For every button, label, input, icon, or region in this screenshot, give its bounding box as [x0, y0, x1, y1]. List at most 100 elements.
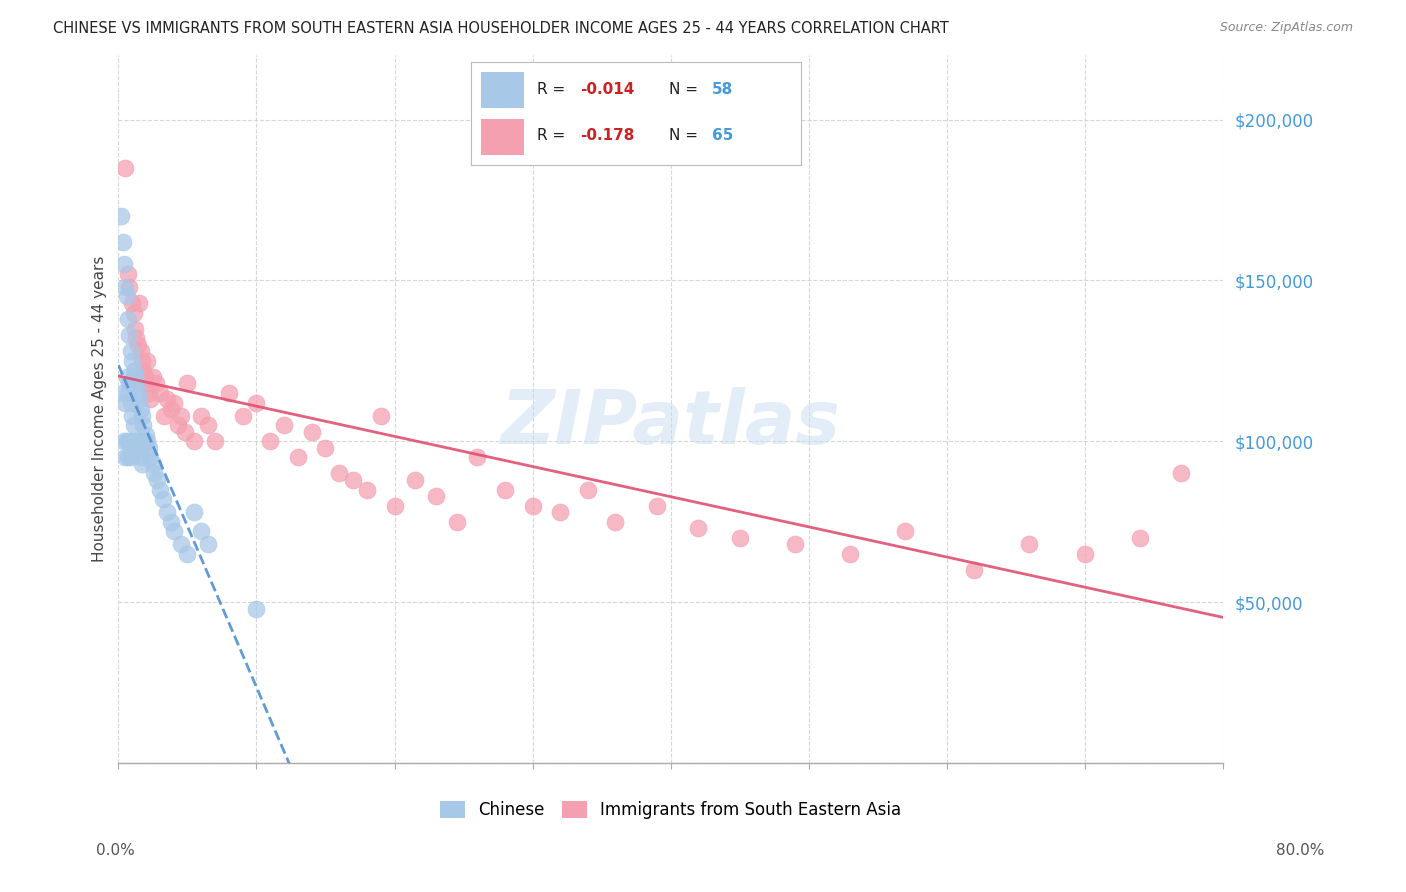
- Text: -0.178: -0.178: [581, 128, 634, 144]
- Y-axis label: Householder Income Ages 25 - 44 years: Householder Income Ages 25 - 44 years: [93, 256, 107, 562]
- Point: [142, 370, 165, 384]
- Point: [124, 321, 146, 335]
- Point: [127, 338, 149, 352]
- Point: [548, 505, 571, 519]
- Point: [839, 547, 862, 561]
- Text: N =: N =: [669, 82, 703, 97]
- Point: [315, 441, 337, 455]
- Point: [287, 450, 309, 465]
- Text: Source: ZipAtlas.com: Source: ZipAtlas.com: [1219, 21, 1353, 34]
- Point: [153, 409, 176, 423]
- Point: [134, 370, 156, 384]
- Text: 58: 58: [713, 82, 734, 97]
- Point: [132, 418, 155, 433]
- Point: [136, 434, 159, 449]
- Point: [494, 483, 516, 497]
- Point: [121, 409, 143, 423]
- Point: [146, 473, 169, 487]
- Point: [114, 395, 136, 409]
- Text: 65: 65: [713, 128, 734, 144]
- Point: [197, 537, 219, 551]
- Point: [131, 354, 153, 368]
- Point: [190, 409, 212, 423]
- Point: [1170, 467, 1192, 481]
- Point: [132, 363, 155, 377]
- Point: [190, 524, 212, 539]
- Point: [232, 409, 254, 423]
- Point: [384, 499, 406, 513]
- Point: [120, 450, 142, 465]
- Text: -0.014: -0.014: [581, 82, 634, 97]
- Point: [114, 161, 136, 175]
- Point: [156, 505, 179, 519]
- Point: [576, 483, 599, 497]
- Point: [605, 515, 627, 529]
- Point: [112, 434, 135, 449]
- Point: [163, 395, 186, 409]
- Point: [245, 601, 267, 615]
- Point: [163, 524, 186, 539]
- Point: [111, 386, 134, 401]
- Point: [139, 392, 162, 407]
- Point: [143, 467, 166, 481]
- Point: [1129, 531, 1152, 545]
- Legend: Chinese, Immigrants from South Eastern Asia: Chinese, Immigrants from South Eastern A…: [433, 794, 908, 826]
- Point: [446, 515, 468, 529]
- Point: [370, 409, 392, 423]
- Point: [121, 354, 143, 368]
- Point: [273, 418, 295, 433]
- Point: [135, 428, 157, 442]
- Point: [129, 344, 152, 359]
- Point: [138, 441, 160, 455]
- Point: [117, 267, 139, 281]
- Point: [121, 441, 143, 455]
- Point: [128, 296, 150, 310]
- Point: [522, 499, 544, 513]
- Point: [1073, 547, 1095, 561]
- Point: [129, 402, 152, 417]
- Point: [894, 524, 917, 539]
- Point: [118, 434, 141, 449]
- Point: [425, 489, 447, 503]
- Point: [117, 312, 139, 326]
- Point: [111, 235, 134, 249]
- Point: [169, 537, 191, 551]
- Point: [129, 450, 152, 465]
- Point: [122, 305, 145, 319]
- Point: [356, 483, 378, 497]
- Point: [197, 418, 219, 433]
- Point: [127, 386, 149, 401]
- Point: [138, 386, 160, 401]
- Point: [404, 473, 426, 487]
- Point: [121, 296, 143, 310]
- Point: [115, 370, 138, 384]
- Point: [125, 331, 148, 345]
- Point: [342, 473, 364, 487]
- Point: [328, 467, 350, 481]
- Point: [115, 289, 138, 303]
- Point: [124, 434, 146, 449]
- Point: [218, 386, 240, 401]
- Point: [131, 457, 153, 471]
- Point: [118, 280, 141, 294]
- Point: [120, 395, 142, 409]
- Bar: [481, 119, 524, 155]
- Point: [117, 450, 139, 465]
- Point: [963, 563, 986, 577]
- Point: [149, 483, 172, 497]
- Point: [169, 409, 191, 423]
- Point: [125, 376, 148, 391]
- Point: [118, 328, 141, 343]
- Point: [131, 409, 153, 423]
- Point: [112, 257, 135, 271]
- Point: [145, 376, 167, 391]
- Point: [156, 392, 179, 407]
- Point: [135, 376, 157, 391]
- Bar: [481, 71, 524, 108]
- Point: [114, 450, 136, 465]
- Point: [149, 386, 172, 401]
- Point: [128, 392, 150, 407]
- Point: [120, 344, 142, 359]
- Point: [204, 434, 226, 449]
- Point: [259, 434, 281, 449]
